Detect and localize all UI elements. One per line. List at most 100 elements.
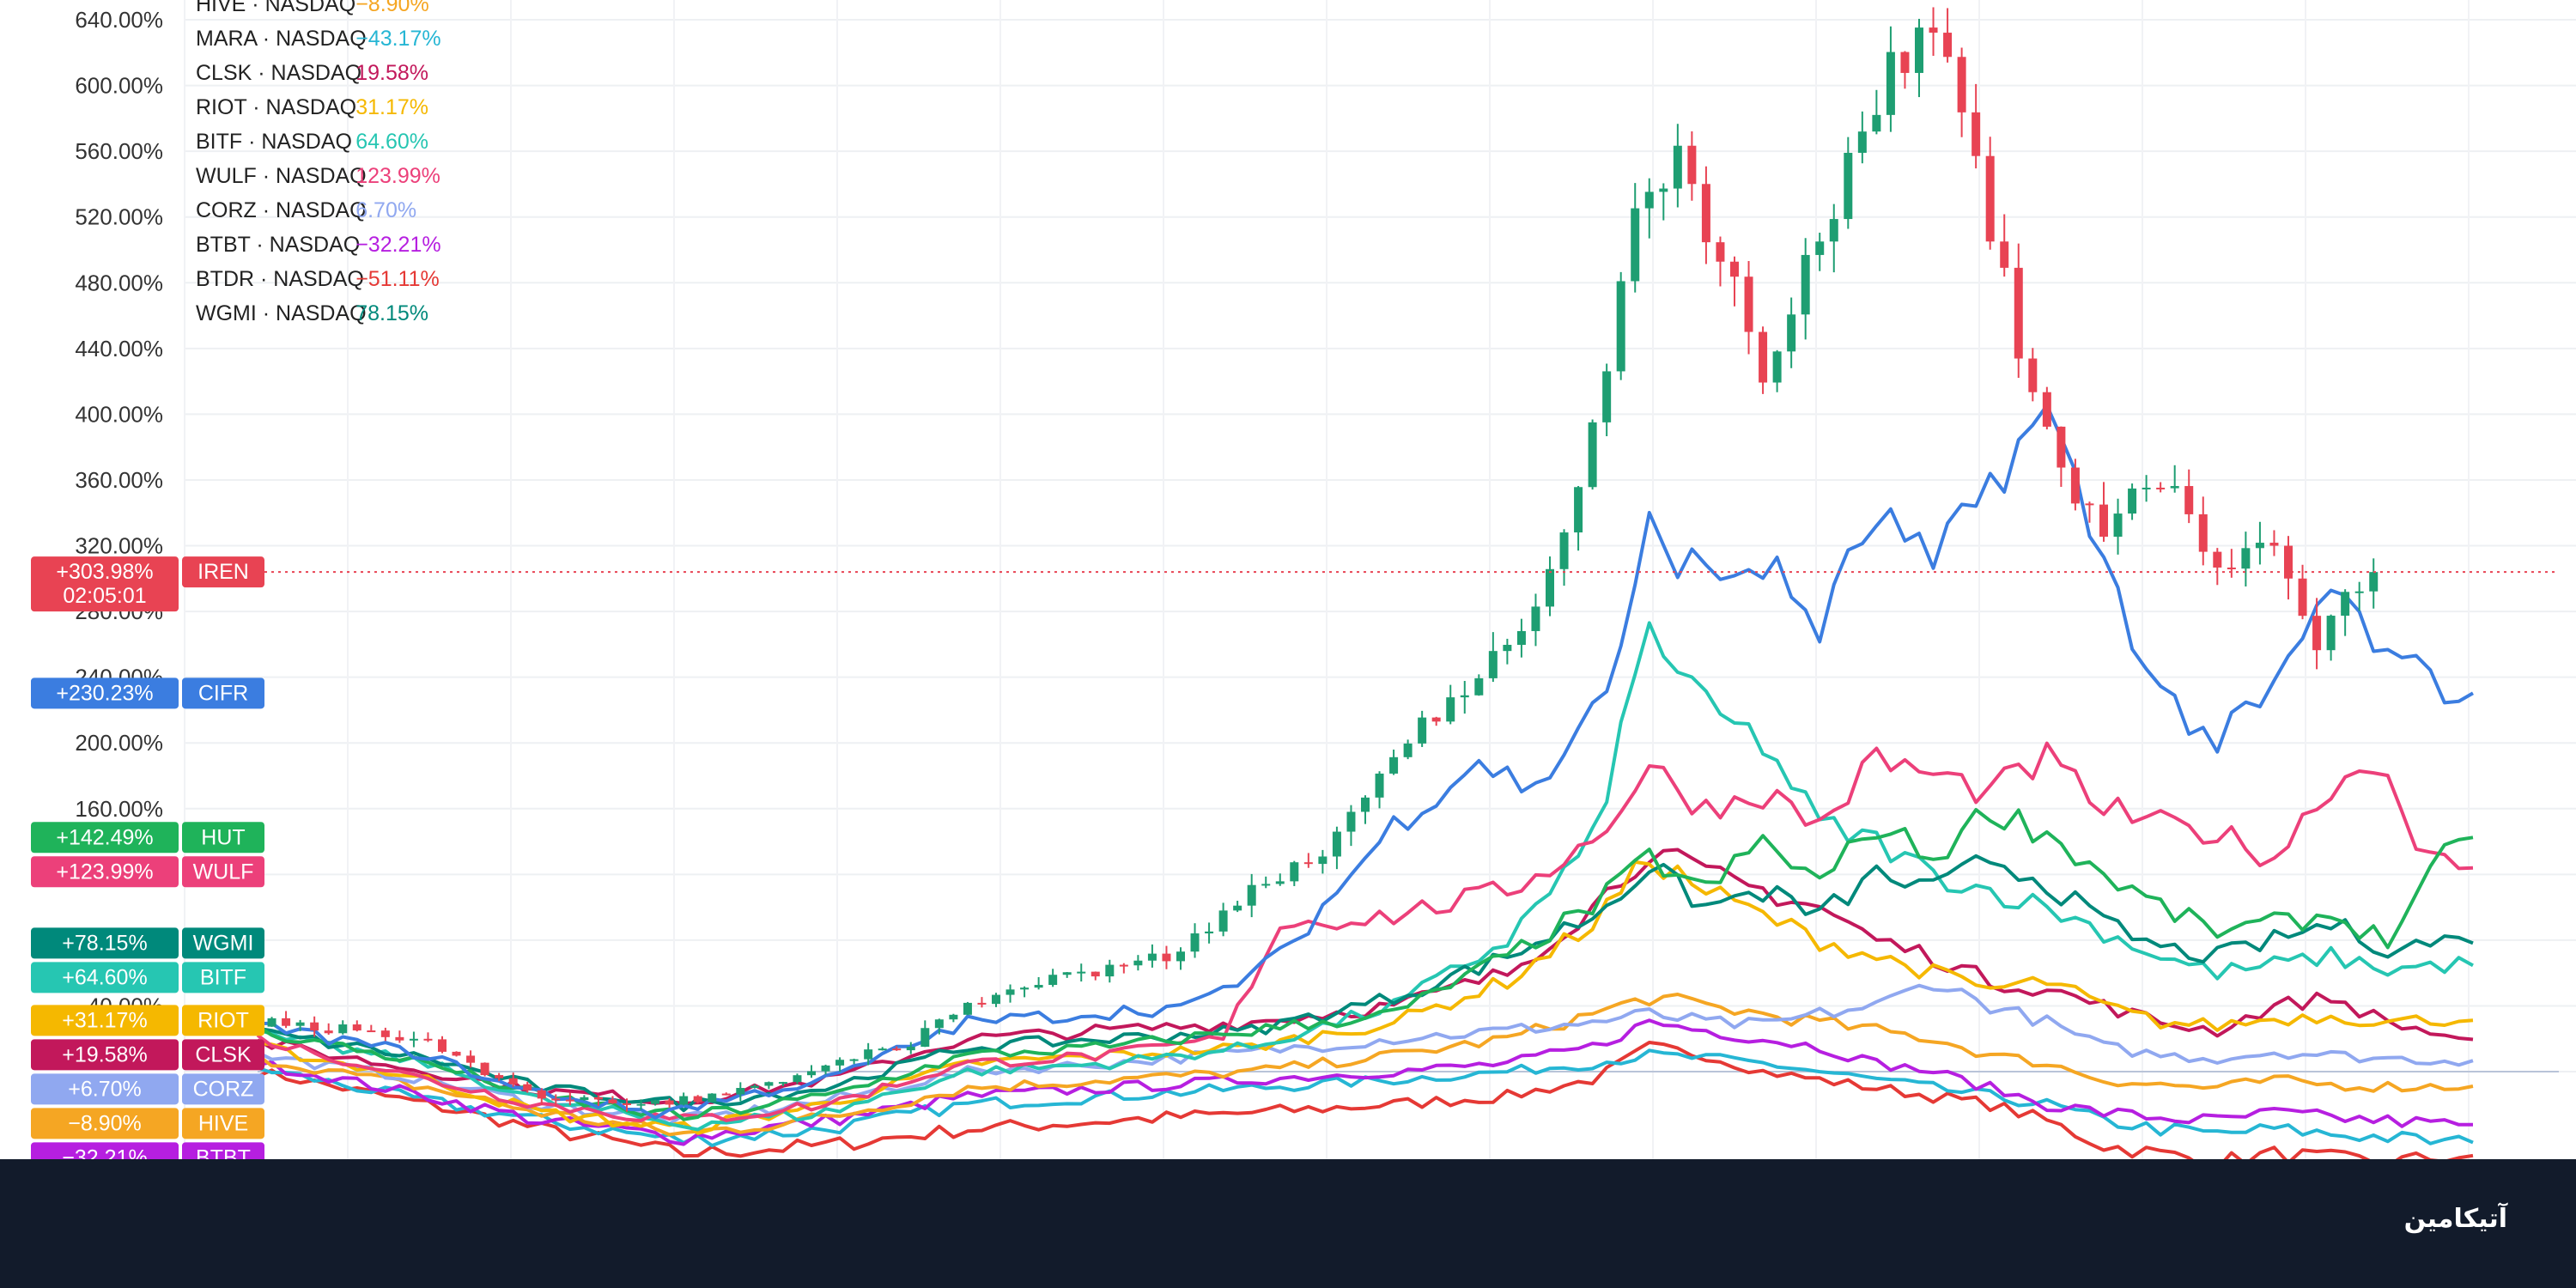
candle-body[interactable] — [1247, 884, 1256, 906]
candle-body[interactable] — [2284, 545, 2293, 579]
candle-body[interactable] — [2341, 592, 2350, 617]
candle-body[interactable] — [1701, 184, 1710, 243]
badge-corz[interactable]: +6.70% CORZ — [31, 1073, 264, 1105]
candle-body[interactable] — [920, 1028, 930, 1048]
candle-body[interactable] — [2014, 267, 2023, 359]
legend-symbol[interactable]: CLSK · NASDAQ — [196, 61, 361, 85]
candle-body[interactable] — [679, 1096, 689, 1105]
candle-body[interactable] — [495, 1075, 504, 1078]
candle-body[interactable] — [2227, 567, 2236, 569]
candle-body[interactable] — [508, 1078, 518, 1084]
candle-body[interactable] — [2142, 487, 2151, 489]
candle-body[interactable] — [2312, 616, 2322, 651]
candle-body[interactable] — [1503, 644, 1512, 652]
candle-body[interactable] — [665, 1100, 674, 1105]
candle-body[interactable] — [1091, 971, 1100, 977]
candle-body[interactable] — [537, 1090, 546, 1099]
candle-body[interactable] — [1446, 697, 1455, 722]
candle-body[interactable] — [2113, 513, 2123, 538]
candle-body[interactable] — [1915, 27, 1923, 73]
candle-body[interactable] — [565, 1099, 574, 1102]
candle-body[interactable] — [310, 1022, 319, 1031]
candle-body[interactable] — [2298, 578, 2307, 617]
candle-body[interactable] — [934, 1019, 944, 1029]
candle-body[interactable] — [282, 1018, 291, 1026]
candle-body[interactable] — [1290, 862, 1299, 882]
candle-body[interactable] — [1673, 145, 1682, 189]
candle-body[interactable] — [2369, 572, 2379, 592]
candle-body[interactable] — [1218, 910, 1228, 932]
candle-body[interactable] — [593, 1097, 603, 1100]
candle-body[interactable] — [523, 1084, 532, 1091]
candle-body[interactable] — [1105, 964, 1115, 977]
candle-body[interactable] — [1559, 532, 1569, 569]
candle-body[interactable] — [1460, 695, 1469, 698]
series-line-mara[interactable] — [257, 1048, 2474, 1148]
badge-clsk[interactable]: +19.58% CLSK — [31, 1039, 264, 1071]
candle-body[interactable] — [295, 1022, 305, 1026]
candle-body[interactable] — [693, 1096, 702, 1103]
candle-body[interactable] — [1957, 57, 1966, 112]
candle-body[interactable] — [1318, 856, 1327, 865]
candle-body[interactable] — [452, 1051, 461, 1056]
candle-body[interactable] — [1759, 331, 1768, 383]
legend-symbol[interactable]: HIVE · NASDAQ — [196, 0, 355, 16]
candle-body[interactable] — [324, 1030, 333, 1034]
candle-body[interactable] — [1787, 314, 1796, 352]
candle-body[interactable] — [480, 1062, 489, 1076]
badge-hut[interactable]: +142.49% HUT — [31, 822, 264, 854]
candle-body[interactable] — [1162, 953, 1171, 962]
badge-wulf[interactable]: +123.99% WULF — [31, 856, 264, 888]
candle-body[interactable] — [1361, 797, 1370, 812]
candle-body[interactable] — [1119, 964, 1128, 967]
candle-body[interactable] — [963, 1002, 972, 1015]
candle-body[interactable] — [1588, 422, 1597, 488]
candle-body[interactable] — [1034, 985, 1043, 988]
candle-body[interactable] — [1616, 281, 1625, 372]
candle-body[interactable] — [1303, 862, 1313, 865]
candle-body[interactable] — [1943, 33, 1953, 58]
candle-body[interactable] — [1048, 975, 1058, 986]
candle-body[interactable] — [1829, 219, 1838, 242]
candle-body[interactable] — [2042, 392, 2051, 427]
candle-body[interactable] — [1844, 152, 1853, 220]
candle-body[interactable] — [2070, 467, 2080, 504]
legend-symbol[interactable]: RIOT · NASDAQ — [196, 95, 356, 119]
candle-body[interactable] — [1346, 811, 1356, 832]
candle-body[interactable] — [1900, 52, 1910, 73]
candle-body[interactable] — [2170, 486, 2179, 489]
candle-body[interactable] — [1546, 568, 1554, 607]
candle-body[interactable] — [1403, 743, 1413, 757]
candle-body[interactable] — [380, 1030, 390, 1037]
badge-wgmi[interactable]: +78.15% WGMI — [31, 927, 264, 959]
candle-body[interactable] — [1730, 261, 1739, 277]
candle-body[interactable] — [395, 1036, 404, 1041]
series-line-btdr[interactable] — [257, 1041, 2474, 1159]
candle-body[interactable] — [1062, 972, 1072, 975]
candle-body[interactable] — [1772, 351, 1782, 383]
candle-body[interactable] — [2198, 513, 2208, 552]
candle-body[interactable] — [708, 1093, 717, 1103]
candle-body[interactable] — [1176, 951, 1185, 962]
candle-body[interactable] — [2099, 504, 2108, 538]
badge-btbt[interactable]: −32.21% BTBT — [31, 1142, 264, 1159]
candle-body[interactable] — [1205, 931, 1214, 934]
candle-body[interactable] — [736, 1088, 745, 1095]
candle-body[interactable] — [1631, 208, 1640, 282]
candle-body[interactable] — [1815, 241, 1825, 255]
badge-riot[interactable]: +31.17% RIOT — [31, 1005, 264, 1036]
candle-body[interactable] — [1857, 131, 1867, 153]
candle-body[interactable] — [1602, 371, 1612, 422]
candle-body[interactable] — [438, 1039, 447, 1052]
candle-body[interactable] — [793, 1075, 802, 1083]
candle-body[interactable] — [1147, 953, 1157, 961]
candle-body[interactable] — [721, 1093, 731, 1096]
candle-body[interactable] — [778, 1082, 787, 1084]
candle-body[interactable] — [1929, 27, 1938, 33]
candle-body[interactable] — [835, 1060, 845, 1066]
legend-symbol[interactable]: MARA · NASDAQ — [196, 27, 367, 51]
candle-body[interactable] — [409, 1038, 418, 1041]
candle-body[interactable] — [623, 1103, 631, 1105]
candle-body[interactable] — [267, 1018, 276, 1027]
legend-symbol[interactable]: WGMI · NASDAQ — [196, 301, 367, 325]
